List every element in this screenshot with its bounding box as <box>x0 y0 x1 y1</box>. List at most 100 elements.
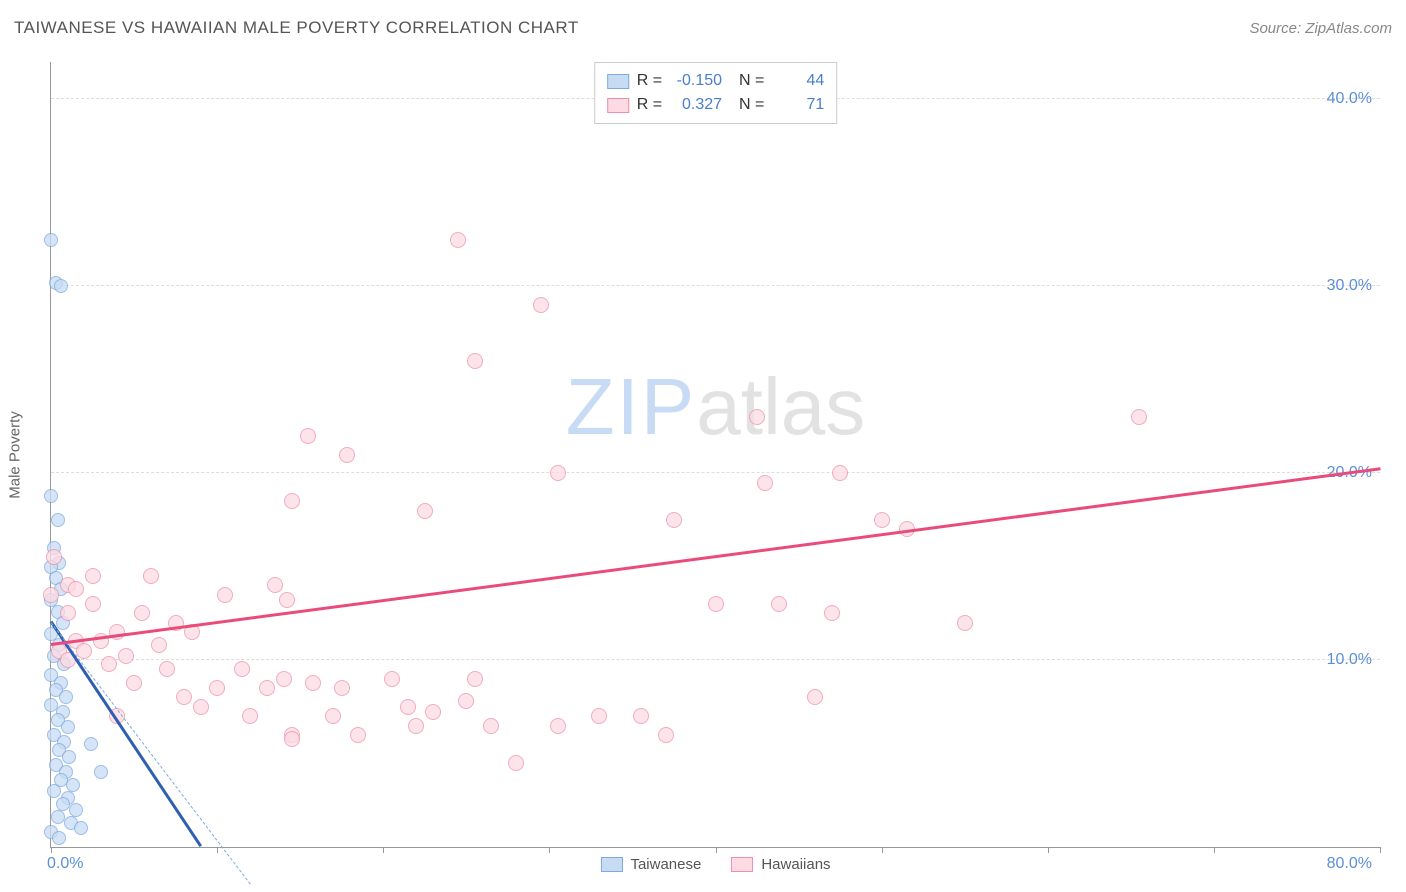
data-point <box>44 233 58 247</box>
legend-r-value-0: -0.150 <box>670 69 722 93</box>
watermark-atlas: atlas <box>696 362 865 451</box>
legend-label-1: Hawaiians <box>761 856 830 873</box>
data-point <box>56 797 70 811</box>
legend-r-label: R = <box>637 93 662 117</box>
legend-r-value-1: 0.327 <box>670 93 722 117</box>
data-point <box>425 704 441 720</box>
data-point <box>284 493 300 509</box>
watermark-zip: ZIP <box>566 362 696 451</box>
x-tick-mark <box>716 847 717 853</box>
data-point <box>591 708 607 724</box>
data-point <box>467 353 483 369</box>
data-point <box>633 708 649 724</box>
data-point <box>47 784 61 798</box>
y-tick-label: 30.0% <box>1327 277 1372 295</box>
data-point <box>1131 409 1147 425</box>
data-point <box>666 512 682 528</box>
data-point <box>143 568 159 584</box>
x-tick-mark <box>1048 847 1049 853</box>
data-point <box>217 587 233 603</box>
data-point <box>284 731 300 747</box>
x-origin-label: 0.0% <box>47 855 83 873</box>
watermark: ZIPatlas <box>566 361 865 453</box>
legend-row-hawaiians: R = 0.327 N = 71 <box>607 93 825 117</box>
y-axis-label: Male Poverty <box>7 411 24 499</box>
data-point <box>417 503 433 519</box>
data-point <box>957 615 973 631</box>
data-point <box>550 718 566 734</box>
data-point <box>68 581 84 597</box>
data-point <box>59 690 73 704</box>
correlation-legend: R = -0.150 N = 44 R = 0.327 N = 71 <box>594 62 838 124</box>
regression-line <box>51 467 1380 645</box>
x-tick-mark <box>1214 847 1215 853</box>
data-point <box>305 675 321 691</box>
data-point <box>151 637 167 653</box>
data-point <box>118 648 134 664</box>
data-point <box>467 671 483 687</box>
data-point <box>74 821 88 835</box>
data-point <box>325 708 341 724</box>
data-point <box>51 810 65 824</box>
data-point <box>43 587 59 603</box>
series-legend: Taiwanese Hawaiians <box>600 856 830 873</box>
legend-n-value-1: 71 <box>772 93 824 117</box>
data-point <box>61 720 75 734</box>
x-tick-mark <box>1380 847 1381 853</box>
x-tick-mark <box>217 847 218 853</box>
data-point <box>508 755 524 771</box>
data-point <box>259 680 275 696</box>
data-point <box>276 671 292 687</box>
gridline <box>51 285 1380 286</box>
data-point <box>450 232 466 248</box>
y-tick-label: 10.0% <box>1327 651 1372 669</box>
data-point <box>874 512 890 528</box>
gridline <box>51 472 1380 473</box>
regression-line-extension <box>51 622 251 884</box>
legend-n-value-0: 44 <box>772 69 824 93</box>
data-point <box>458 693 474 709</box>
legend-n-label: N = <box>730 69 764 93</box>
source-label: Source: ZipAtlas.com <box>1249 20 1392 37</box>
x-tick-mark <box>549 847 550 853</box>
data-point <box>824 605 840 621</box>
data-point <box>757 475 773 491</box>
data-point <box>176 689 192 705</box>
data-point <box>54 279 68 293</box>
data-point <box>193 699 209 715</box>
data-point <box>94 765 108 779</box>
data-point <box>807 689 823 705</box>
y-tick-label: 40.0% <box>1327 90 1372 108</box>
data-point <box>279 592 295 608</box>
plot-area: ZIPatlas Male Poverty 0.0% 80.0% R = -0.… <box>50 62 1380 848</box>
data-point <box>658 727 674 743</box>
data-point <box>76 643 92 659</box>
legend-n-label: N = <box>730 93 764 117</box>
data-point <box>533 297 549 313</box>
data-point <box>550 465 566 481</box>
data-point <box>350 727 366 743</box>
data-point <box>52 831 66 845</box>
data-point <box>60 605 76 621</box>
chart-title: TAIWANESE VS HAWAIIAN MALE POVERTY CORRE… <box>14 18 579 38</box>
data-point <box>51 513 65 527</box>
x-end-label: 80.0% <box>1327 855 1372 873</box>
data-point <box>126 675 142 691</box>
data-point <box>134 605 150 621</box>
data-point <box>84 737 98 751</box>
data-point <box>69 803 83 817</box>
data-point <box>46 549 62 565</box>
data-point <box>267 577 283 593</box>
data-point <box>384 671 400 687</box>
legend-row-taiwanese: R = -0.150 N = 44 <box>607 69 825 93</box>
data-point <box>334 680 350 696</box>
data-point <box>85 596 101 612</box>
data-point <box>85 568 101 584</box>
data-point <box>749 409 765 425</box>
data-point <box>242 708 258 724</box>
data-point <box>832 465 848 481</box>
data-point <box>339 447 355 463</box>
x-tick-mark <box>882 847 883 853</box>
data-point <box>708 596 724 612</box>
data-point <box>408 718 424 734</box>
